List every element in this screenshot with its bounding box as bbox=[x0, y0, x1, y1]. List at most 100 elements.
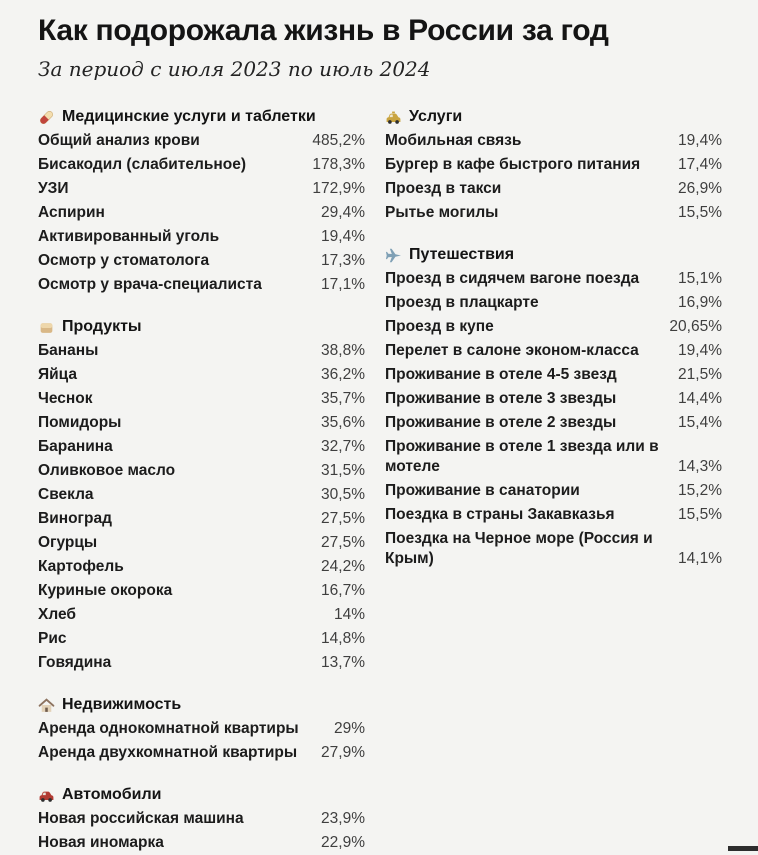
row-label: Поездка на Черное море (Россия и Крым) bbox=[385, 530, 653, 567]
row-label: Осмотр у врача-специалиста bbox=[38, 276, 262, 293]
row-label: Хлеб bbox=[38, 606, 76, 623]
pill-icon bbox=[38, 109, 55, 126]
row-value: 13,7% bbox=[321, 654, 365, 671]
table-row: Аспирин 29,4% bbox=[38, 201, 365, 225]
row-value: 17,3% bbox=[321, 252, 365, 269]
row-label: Бургер в кафе быстрого питания bbox=[385, 156, 641, 173]
table-row: Картофель 24,2% bbox=[38, 555, 365, 579]
row-value: 15,2% bbox=[678, 482, 722, 499]
table-row: Новая российская машина 23,9% bbox=[38, 807, 365, 831]
row-value: 21,5% bbox=[678, 366, 722, 383]
section-cars: Автомобили Новая российская машина 23,9% Но… bbox=[38, 783, 365, 855]
row-value: 31,5% bbox=[321, 462, 365, 479]
row-label: Баранина bbox=[38, 438, 113, 455]
table-row: Проезд в плацкарте 16,9% bbox=[385, 291, 722, 315]
row-label: Помидоры bbox=[38, 414, 122, 431]
row-label: Рытье могилы bbox=[385, 204, 499, 221]
section-title: Автомобили bbox=[62, 786, 162, 803]
row-label: Перелет в салоне эконом-класса bbox=[385, 342, 639, 359]
section-title: Путешествия bbox=[409, 246, 515, 263]
row-value: 38,8% bbox=[321, 342, 365, 359]
row-value: 172,9% bbox=[312, 180, 365, 197]
row-label: Говядина bbox=[38, 654, 112, 671]
row-value: 15,4% bbox=[678, 414, 722, 431]
column-left: Медицинские услуги и таблетки Общий анали… bbox=[38, 105, 365, 855]
row-value: 35,7% bbox=[321, 390, 365, 407]
table-row: Хлеб 14% bbox=[38, 603, 365, 627]
row-label: Осмотр у стоматолога bbox=[38, 252, 210, 269]
row-value: 178,3% bbox=[312, 156, 365, 173]
table-row: Рытье могилы 15,5% bbox=[385, 201, 722, 225]
column-right: Услуги Мобильная связь 19,4% Бургер в кафе … bbox=[385, 105, 722, 855]
row-value: 32,7% bbox=[321, 438, 365, 455]
table-row: Аренда двухкомнатной квартиры 27,9% bbox=[38, 741, 365, 765]
row-value: 30,5% bbox=[321, 486, 365, 503]
row-label: Проезд в такси bbox=[385, 180, 502, 197]
table-row: Бисакодил (слабительное) 178,3% bbox=[38, 153, 365, 177]
row-value: 14,4% bbox=[678, 390, 722, 407]
table-row: Говядина 13,7% bbox=[38, 651, 365, 675]
row-value: 27,5% bbox=[321, 510, 365, 527]
row-label: Новая иномарка bbox=[38, 834, 164, 851]
section-header: Услуги bbox=[385, 105, 722, 129]
car-icon bbox=[38, 787, 55, 804]
section-header: Автомобили bbox=[38, 783, 365, 807]
row-value: 15,1% bbox=[678, 270, 722, 287]
row-label: Аренда двухкомнатной квартиры bbox=[38, 744, 298, 761]
row-label: Яйца bbox=[38, 366, 78, 383]
section-header: Медицинские услуги и таблетки bbox=[38, 105, 365, 129]
row-value: 485,2% bbox=[312, 132, 365, 149]
row-value: 19,4% bbox=[321, 228, 365, 245]
row-value: 35,6% bbox=[321, 414, 365, 431]
table-row: Проживание в санатории 15,2% bbox=[385, 479, 722, 503]
section-products: Продукты Бананы 38,8% Яйца 36,2% Чеснок 35,7% П… bbox=[38, 315, 365, 675]
section-services: Услуги Мобильная связь 19,4% Бургер в кафе … bbox=[385, 105, 722, 225]
section-title: Услуги bbox=[409, 108, 463, 125]
table-row: Осмотр у стоматолога 17,3% bbox=[38, 249, 365, 273]
row-value: 19,4% bbox=[678, 132, 722, 149]
row-value: 20,65% bbox=[669, 318, 722, 335]
row-value: 14% bbox=[333, 606, 365, 623]
table-row: Осмотр у врача-специалиста 17,1% bbox=[38, 273, 365, 297]
row-label: УЗИ bbox=[38, 180, 69, 197]
row-value: 27,9% bbox=[321, 744, 365, 761]
table-row: Проживание в отеле 1 звезда или в мотеле… bbox=[385, 435, 722, 479]
row-label: Проживание в отеле 4-5 звезд bbox=[385, 366, 617, 383]
table-row: Проезд в сидячем вагоне поезда 15,1% bbox=[385, 267, 722, 291]
table-row: Поездка в страны Закавказья 15,5% bbox=[385, 503, 722, 527]
row-value: 14,1% bbox=[678, 550, 722, 567]
section-title: Продукты bbox=[62, 318, 142, 335]
section-title: Недвижимость bbox=[62, 696, 182, 713]
table-row: Свекла 30,5% bbox=[38, 483, 365, 507]
table-row: Мобильная связь 19,4% bbox=[385, 129, 722, 153]
page-header: Как подорожала жизнь в России за год За … bbox=[0, 0, 758, 81]
row-value: 22,9% bbox=[321, 834, 365, 851]
table-row: Баранина 32,7% bbox=[38, 435, 365, 459]
content-columns: Медицинские услуги и таблетки Общий анали… bbox=[0, 105, 758, 855]
plane-icon bbox=[385, 247, 402, 264]
row-label: Рис bbox=[38, 630, 67, 647]
table-row: Общий анализ крови 485,2% bbox=[38, 129, 365, 153]
row-label: Аренда однокомнатной квартиры bbox=[38, 720, 299, 737]
row-value: 14,3% bbox=[678, 458, 722, 475]
table-row: Виноград 27,5% bbox=[38, 507, 365, 531]
section-header: Путешествия bbox=[385, 243, 722, 267]
table-row: Проезд в купе 20,65% bbox=[385, 315, 722, 339]
row-label: Мобильная связь bbox=[385, 132, 522, 149]
row-value: 29% bbox=[333, 720, 365, 737]
bread-icon bbox=[38, 319, 55, 336]
taxi-icon bbox=[385, 109, 402, 126]
row-value: 17,1% bbox=[321, 276, 365, 293]
table-row: Рис 14,8% bbox=[38, 627, 365, 651]
row-value: 29,4% bbox=[321, 204, 365, 221]
table-row: Яйца 36,2% bbox=[38, 363, 365, 387]
section-header: Продукты bbox=[38, 315, 365, 339]
section-travel: Путешествия Проезд в сидячем вагоне поезд… bbox=[385, 243, 722, 571]
table-row: Проживание в отеле 3 звезды 14,4% bbox=[385, 387, 722, 411]
table-row: Аренда однокомнатной квартиры 29% bbox=[38, 717, 365, 741]
row-label: Огурцы bbox=[38, 534, 98, 551]
row-value: 19,4% bbox=[678, 342, 722, 359]
table-row: Перелет в салоне эконом-класса 19,4% bbox=[385, 339, 722, 363]
row-label: Активированный уголь bbox=[38, 228, 220, 245]
table-row: Огурцы 27,5% bbox=[38, 531, 365, 555]
